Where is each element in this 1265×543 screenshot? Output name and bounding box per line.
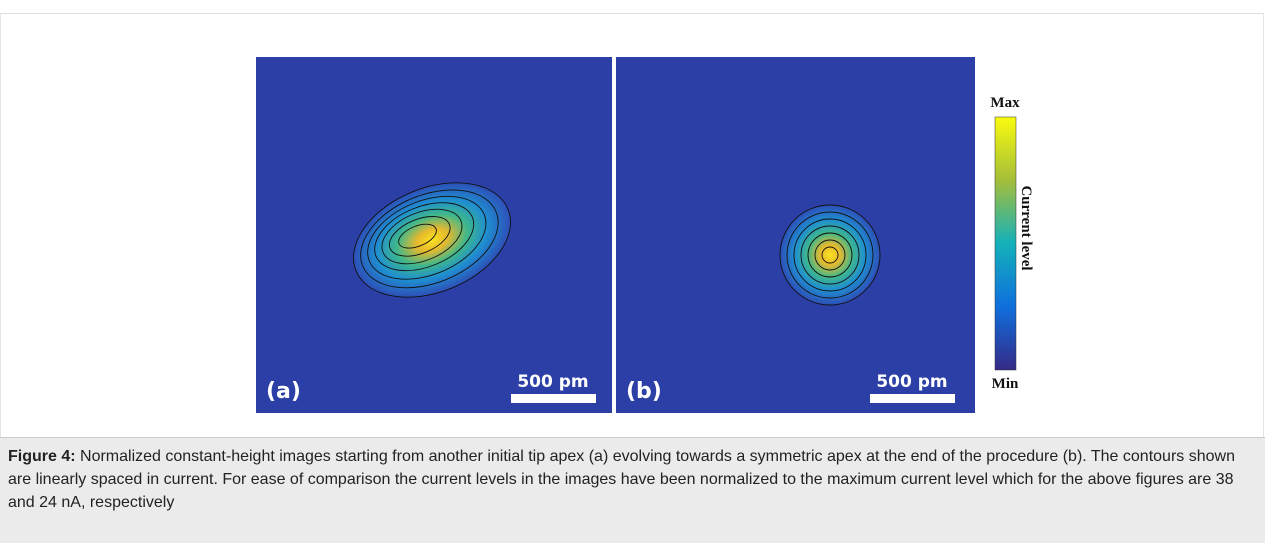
colorbar-title: Current level: [1018, 185, 1034, 270]
colorbar-min: Min: [992, 376, 1019, 392]
page: (a) 500 pm (b) 500 pm Max Min Current le…: [0, 0, 1265, 543]
colorbar-max: Max: [990, 95, 1020, 111]
panel-label: (b): [626, 379, 662, 404]
caption-label: Figure 4:: [8, 448, 76, 465]
scale-bar-label: 500 pm: [517, 372, 588, 392]
panel-label: (a): [266, 379, 301, 404]
caption: Figure 4: Normalized constant-height ima…: [0, 437, 1265, 543]
figure-image: (a) 500 pm (b) 500 pm Max Min Current le…: [0, 0, 1265, 437]
colorbar: [995, 117, 1016, 370]
panel-b-blob: [780, 205, 880, 305]
scale-bar: [511, 394, 596, 403]
scale-bar: [870, 394, 955, 403]
caption-text: Normalized constant-height images starti…: [8, 448, 1235, 511]
scale-bar-label: 500 pm: [876, 372, 947, 392]
